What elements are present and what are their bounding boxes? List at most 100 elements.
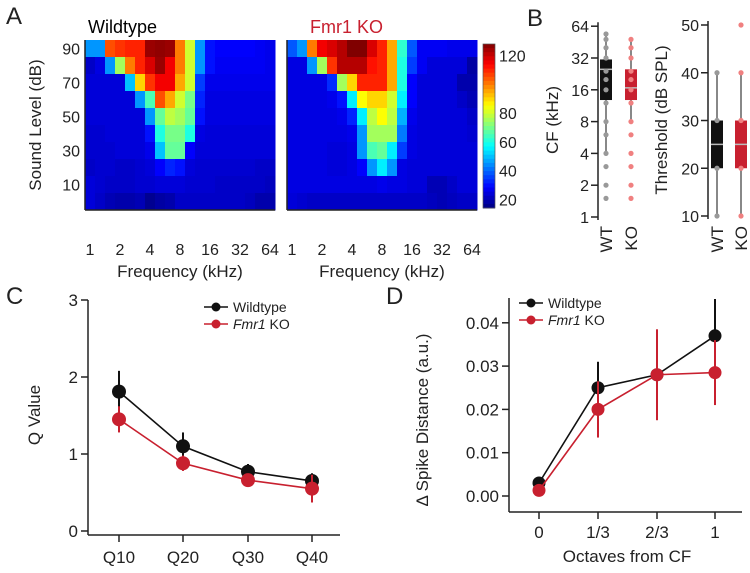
colorbar-segment	[483, 97, 495, 102]
panel-letter-b: B	[527, 5, 543, 32]
heatmap-y-tick-label: 70	[62, 76, 80, 93]
heatmap-cell	[245, 91, 256, 109]
heatmap-cell	[205, 193, 216, 211]
heatmap-cell	[145, 57, 156, 75]
heatmap-cell	[225, 142, 236, 160]
colorbar-segment	[483, 191, 495, 197]
heatmap-cell	[407, 40, 418, 58]
heatmap-cell	[427, 40, 438, 58]
heatmap-cell	[145, 142, 156, 160]
heatmap-cell	[327, 74, 338, 92]
legend-label: Wildtype	[233, 299, 287, 315]
heatmap-cell	[337, 108, 348, 126]
heatmap-cell	[437, 57, 448, 75]
heatmap-cell	[457, 108, 468, 126]
colorbar-segment	[483, 187, 495, 193]
heatmap-cell	[125, 40, 136, 58]
colorbar-segment	[483, 60, 495, 65]
heatmap-cell	[457, 125, 468, 143]
heatmap-cell	[135, 193, 146, 211]
colorbar-segment	[483, 105, 495, 111]
heatmap-cell	[457, 57, 468, 75]
heatmap-cell	[165, 91, 176, 109]
heatmap-cell	[287, 108, 298, 126]
heatmap-cell	[427, 176, 438, 194]
legend-marker	[526, 298, 536, 308]
heatmap-y-tick-label: 30	[62, 144, 80, 161]
colorbar-segment	[483, 142, 495, 147]
heatmap-cell	[115, 142, 126, 160]
heatmap-cell	[95, 91, 106, 109]
heatmap-cell	[307, 159, 318, 177]
heatmap-cell	[387, 91, 398, 109]
heatmap-cell	[447, 193, 458, 211]
heatmap-cell	[377, 40, 388, 58]
box-y-tick-label: 32	[571, 51, 589, 68]
heatmap-cell	[195, 74, 206, 92]
heatmap-x-label-ko: Frequency (kHz)	[319, 262, 445, 281]
colorbar-segment	[483, 199, 495, 205]
box-data-point	[714, 70, 720, 76]
heatmap-cell	[235, 193, 246, 211]
legend-marker	[211, 302, 221, 312]
heatmap-cell	[165, 108, 176, 126]
box-data-point	[603, 150, 609, 156]
heatmap-cell	[165, 57, 176, 75]
box-x-label: KO	[622, 226, 641, 251]
heatmap-cell	[175, 159, 186, 177]
heatmap-cell	[287, 74, 298, 92]
colorbar-segment	[483, 162, 495, 168]
heatmap-cell	[347, 125, 358, 143]
heatmap-cell	[397, 125, 408, 143]
heatmap-cell	[447, 57, 458, 75]
heatmap-cell	[387, 159, 398, 177]
heatmap-cell	[337, 40, 348, 58]
heatmap-cell	[135, 91, 146, 109]
colorbar-segment	[483, 138, 495, 143]
heatmap-cell	[377, 108, 388, 126]
heatmap-cell	[95, 193, 106, 211]
heatmap-cell	[195, 193, 206, 211]
heatmap-cell	[145, 193, 156, 211]
heatmap-cell	[185, 125, 196, 143]
heatmap-cell	[447, 74, 458, 92]
box-data-point	[603, 182, 609, 188]
heatmap-cell	[105, 57, 116, 75]
heatmap-cell	[225, 108, 236, 126]
box-y-tick-label: 30	[681, 114, 699, 131]
heatmap-cell	[175, 74, 186, 92]
heatmap-cell	[145, 40, 156, 58]
box-data-point	[738, 117, 744, 124]
heatmap-cell	[225, 159, 236, 177]
heatmap-cell	[397, 108, 408, 126]
heatmap-cell	[347, 159, 358, 177]
heatmap-cell	[165, 74, 176, 92]
heatmap-cell	[357, 91, 368, 109]
box-x-label: WT	[708, 226, 727, 252]
series-line	[538, 335, 716, 484]
heatmap-cell	[225, 193, 236, 211]
heatmap-cell	[307, 91, 318, 109]
box-data-point	[714, 213, 720, 219]
data-point	[176, 439, 190, 454]
heatmap-cell	[427, 91, 438, 109]
heatmap-cell	[265, 57, 276, 75]
heatmap-y-tick-label: 50	[62, 110, 80, 127]
data-point	[112, 384, 126, 399]
box-data-point	[603, 31, 609, 37]
heatmap-cell	[235, 159, 246, 177]
heatmap-cell	[125, 91, 136, 109]
heatmap-cell	[357, 108, 368, 126]
heatmap-cell	[195, 159, 206, 177]
heatmap-cell	[467, 176, 478, 194]
box-data-point	[628, 45, 634, 51]
box-data-point	[628, 100, 634, 106]
data-point	[112, 412, 126, 427]
heatmap-cell	[215, 142, 226, 160]
heatmap-cell	[225, 57, 236, 75]
heatmap-cell	[467, 193, 478, 211]
heatmap-cell	[437, 193, 448, 211]
heatmap-cell	[135, 142, 146, 160]
heatmap-cell	[155, 74, 166, 92]
heatmap-cell	[175, 57, 186, 75]
